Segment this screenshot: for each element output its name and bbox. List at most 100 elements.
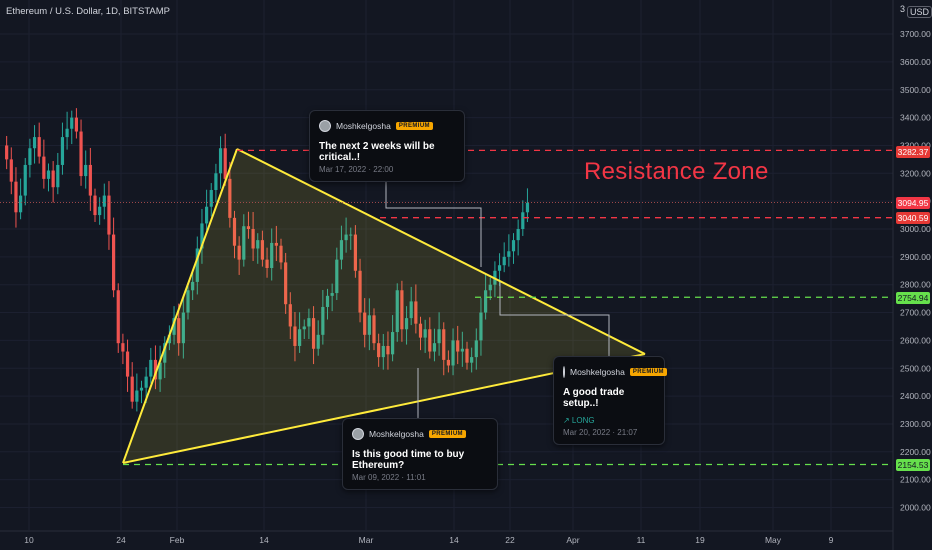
candle-body: [79, 131, 83, 177]
idea-card-1[interactable]: Moshkelgosha PREMIUM The next 2 weeks wi…: [309, 110, 465, 182]
candle-body: [130, 376, 134, 402]
candle-body: [251, 229, 255, 249]
candle-body: [260, 240, 264, 260]
candle-body: [381, 345, 385, 358]
candle-body: [339, 240, 344, 260]
candle-body: [191, 281, 195, 291]
candle-body: [51, 170, 55, 188]
idea-date: Mar 17, 2022 · 22:00: [319, 165, 394, 174]
symmetrical-triangle-fill: [123, 149, 645, 463]
candle-body: [186, 290, 190, 313]
price-axis-label: 2200.00: [900, 447, 931, 457]
time-axis-label: Mar: [359, 535, 374, 545]
currency-prefix: 3: [900, 4, 906, 14]
candle-body: [149, 359, 153, 377]
candle-body: [28, 148, 32, 165]
price-tag-resistance-high: 3282.37: [896, 146, 930, 158]
time-axis-label: 11: [637, 535, 646, 545]
candle-body: [325, 295, 330, 307]
price-axis-label: 3600.00: [900, 57, 931, 67]
candle-body: [88, 164, 92, 196]
idea-message: Is this good time to buy Ethereum?: [352, 449, 465, 471]
idea-date: Mar 20, 2022 · 21:07: [563, 428, 638, 437]
candle-body: [102, 195, 106, 207]
candle-body: [400, 290, 404, 330]
author-name[interactable]: Moshkelgosha: [570, 367, 625, 377]
candle-body: [14, 181, 18, 213]
price-axis-label: 3000.00: [900, 224, 931, 234]
idea-card-2[interactable]: Moshkelgosha PREMIUM Is this good time t…: [342, 418, 498, 490]
candle-body: [167, 334, 171, 344]
candle-body: [363, 312, 367, 335]
candle-body: [302, 326, 306, 330]
candle-body: [121, 343, 125, 352]
candle-body: [246, 226, 251, 229]
resistance-zone-label: Resistance Zone: [584, 158, 769, 185]
time-axis-label: 9: [829, 535, 834, 545]
author-name[interactable]: Moshkelgosha: [336, 121, 391, 131]
candle-body: [367, 315, 371, 335]
candle-body: [19, 195, 23, 213]
candle-body: [70, 117, 74, 129]
long-indicator: ↗ LONG: [563, 416, 595, 425]
candle-body: [9, 159, 13, 182]
candle-body: [177, 318, 181, 344]
candle-body: [214, 173, 218, 191]
idea-card-3[interactable]: Moshkelgosha PREMIUM A good trade setup.…: [553, 356, 667, 445]
candle-body: [279, 245, 283, 263]
price-axis-label: 3500.00: [900, 85, 931, 95]
time-axis-label: Apr: [566, 535, 579, 545]
idea-connectors: [385, 181, 610, 418]
candle-body: [32, 137, 37, 149]
candle-body: [84, 164, 88, 177]
candle-body: [125, 351, 130, 377]
candle-body: [456, 340, 460, 352]
candle-body: [139, 387, 144, 391]
price-axis-label: 3400.00: [900, 113, 931, 123]
candle-body: [172, 318, 176, 335]
currency-button[interactable]: USD: [907, 6, 932, 18]
candle-body: [256, 240, 260, 249]
candle-body: [74, 117, 78, 132]
candle-body: [511, 240, 516, 252]
time-axis-label: 24: [116, 535, 126, 545]
candle-body: [502, 256, 506, 266]
candle-body: [521, 212, 525, 229]
candle-body: [144, 376, 148, 388]
price-axis-label: 2800.00: [900, 280, 931, 290]
candle-body: [409, 301, 413, 319]
candle-body: [37, 137, 41, 157]
time-axis-label: 10: [24, 535, 34, 545]
price-tag-support-high: 2754.94: [896, 292, 930, 304]
idea-date: Mar 09, 2022 · 11:01: [352, 473, 426, 482]
time-axis-label: 19: [695, 535, 705, 545]
candle-body: [423, 329, 427, 338]
premium-badge: PREMIUM: [428, 430, 466, 438]
symbol-title: Ethereum / U.S. Dollar, 1D, BITSTAMP: [6, 6, 171, 17]
candle-body: [163, 343, 167, 363]
candle-body: [479, 312, 483, 341]
candle-body: [516, 229, 520, 241]
candle-body: [265, 259, 269, 268]
candle-body: [446, 359, 450, 366]
time-axis-label: Feb: [170, 535, 185, 545]
candle-body: [507, 251, 511, 257]
candle-body: [335, 259, 339, 294]
author-avatar: [319, 120, 331, 132]
price-axis-label: 3700.00: [900, 29, 931, 39]
candle-body: [153, 359, 158, 380]
author-name[interactable]: Moshkelgosha: [369, 429, 424, 439]
triangle-left-line: [122, 148, 238, 464]
candle-body: [195, 248, 199, 282]
candle-body: [311, 318, 316, 349]
candle-body: [428, 329, 432, 352]
price-axis-label: 2600.00: [900, 335, 931, 345]
idea-message: A good trade setup..!: [563, 387, 625, 409]
premium-badge: PREMIUM: [395, 122, 433, 130]
candle-body: [209, 190, 213, 207]
candle-body: [395, 290, 399, 333]
horizontal-levels: [0, 149, 893, 466]
candle-body: [284, 262, 288, 305]
candle-body: [56, 164, 60, 188]
